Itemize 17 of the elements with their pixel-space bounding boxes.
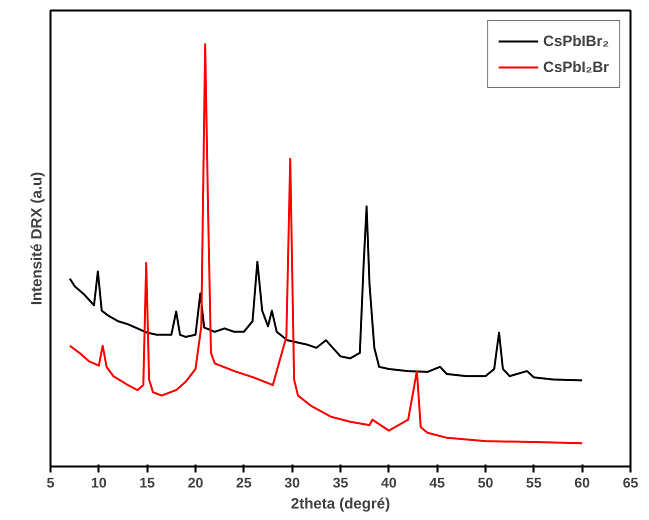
x-tick-label: 15	[139, 474, 156, 490]
x-axis-title: 2theta (degré)	[290, 496, 390, 512]
x-tick-label: 55	[526, 474, 542, 490]
x-tick-label: 20	[188, 474, 204, 490]
x-tick-label: 65	[622, 474, 638, 490]
x-tick-label: 5	[46, 474, 55, 490]
x-tick-label: 40	[381, 474, 397, 490]
y-axis-title: Intensité DRX (a.u)	[28, 172, 46, 306]
legend-label: CsPbIBr₂	[543, 32, 609, 50]
legend-label: CsPbI₂Br	[543, 58, 609, 76]
x-tick-label: 50	[478, 474, 494, 490]
x-tick-label: 10	[91, 474, 107, 490]
x-tick-label: 60	[574, 474, 590, 490]
x-tick-label: 45	[429, 474, 446, 490]
x-tick-label: 35	[332, 474, 348, 490]
x-tick-label: 25	[236, 474, 252, 490]
x-tick-label: 30	[284, 474, 300, 490]
